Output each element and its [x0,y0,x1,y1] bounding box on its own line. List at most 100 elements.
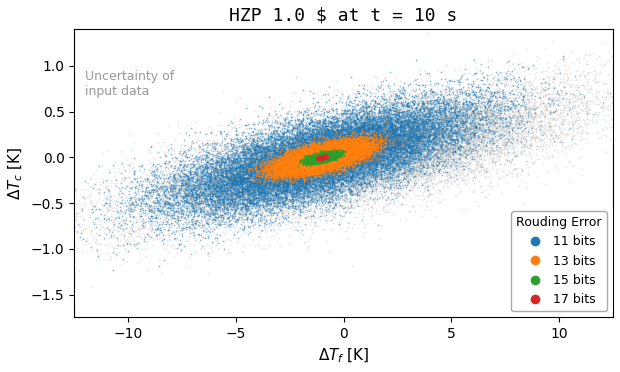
Point [316,159,326,165]
Point [316,154,326,160]
Point [466,121,476,127]
Point [317,155,327,161]
Point [399,159,409,165]
Point [317,154,327,160]
Point [235,181,245,187]
Point [149,205,159,211]
Point [314,155,324,161]
Point [376,129,386,135]
Point [313,155,323,161]
Point [293,160,303,166]
Point [330,145,340,151]
Point [317,154,327,160]
Point [319,154,329,160]
Point [324,154,334,160]
Point [210,163,220,169]
Point [339,150,349,156]
Point [313,155,323,161]
Point [294,158,304,164]
Point [49,206,59,212]
Point [186,125,196,131]
Point [303,158,313,164]
Point [157,184,167,190]
Point [394,141,404,147]
Point [271,165,281,171]
Point [402,132,412,138]
Point [306,148,316,154]
Point [350,160,360,166]
Point [332,145,342,151]
Point [388,142,397,148]
Point [340,142,350,148]
Point [314,154,324,160]
Point [289,168,299,174]
Point [317,156,327,162]
Point [394,134,404,140]
Point [192,156,202,162]
Point [312,164,322,170]
Point [327,166,337,172]
Point [311,153,321,158]
Point [315,154,325,160]
Point [318,154,328,160]
Point [249,121,259,126]
Point [443,133,453,139]
Point [325,152,335,158]
Point [317,155,327,161]
Point [314,154,324,160]
Point [308,160,318,166]
Point [316,154,326,160]
Point [319,157,329,163]
Point [320,152,330,158]
Point [316,155,326,161]
Point [286,183,296,189]
Point [322,153,332,159]
Point [518,93,528,99]
Point [327,149,337,155]
Point [286,144,296,150]
Point [298,140,308,146]
Point [317,154,327,160]
Point [324,152,334,158]
Point [459,163,469,169]
Point [327,158,337,164]
Point [523,164,533,170]
Point [194,164,204,170]
Point [308,118,317,124]
Point [297,158,307,164]
Point [317,154,327,160]
Point [336,153,346,158]
Point [325,153,335,159]
Point [327,157,337,163]
Point [343,145,353,151]
Point [326,154,336,160]
Point [360,146,370,152]
Point [368,147,378,153]
Point [378,135,388,141]
Point [311,155,321,161]
Point [317,157,327,163]
Point [309,159,319,165]
Point [317,155,327,161]
Point [313,159,323,165]
Point [316,154,326,160]
Point [345,126,355,132]
Point [319,145,329,151]
Point [294,131,304,137]
Point [327,148,337,154]
Point [314,154,324,160]
Point [317,154,327,160]
Point [318,155,328,161]
Point [318,154,328,160]
Point [164,181,174,187]
Point [413,140,423,145]
Point [319,154,329,160]
Point [320,155,330,161]
Point [430,121,440,127]
Point [277,161,286,167]
Point [389,96,399,102]
Point [333,136,343,142]
Point [334,148,343,154]
Point [299,137,309,143]
Point [476,156,485,162]
